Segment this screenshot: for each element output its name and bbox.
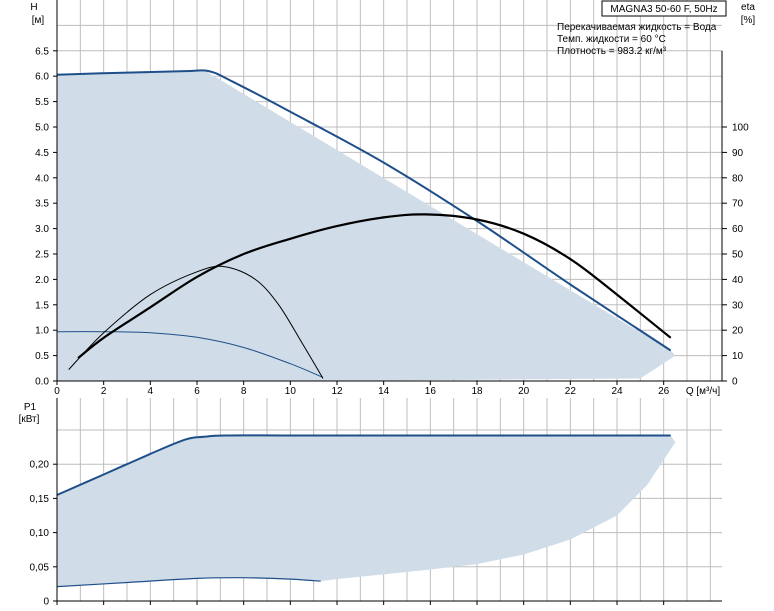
x-axis-label: Q [м³/ч] (686, 386, 721, 397)
x-tick-label: 18 (471, 386, 483, 397)
y2-tick-label: 30 (732, 300, 744, 311)
x-tick-label: 6 (194, 386, 200, 397)
chart-title: MAGNA3 50-60 F, 50Hz (610, 4, 717, 15)
chart-title-box (601, 0, 727, 17)
y-axis-unit-h: [м] (32, 15, 45, 26)
x-tick-label: 20 (518, 386, 530, 397)
y2-tick-label: 60 (732, 224, 744, 235)
duty-head-curve (77, 213, 672, 359)
head-chart-series (56, 69, 672, 379)
x-tick-label: 12 (331, 386, 343, 397)
head-operating-area (57, 70, 676, 381)
y-tick-label: 4.0 (35, 173, 49, 184)
y2-tick-label: 100 (732, 123, 749, 134)
power-chart-series (56, 434, 671, 588)
y2-tick-label: 40 (732, 275, 744, 286)
x-tick-label: 26 (658, 386, 670, 397)
y-tick-label: 0,05 (30, 562, 50, 573)
y2-tick-label: 20 (732, 326, 744, 337)
y-tick-label: 4.5 (35, 148, 49, 159)
y2-tick-label: 90 (732, 148, 744, 159)
min-power-curve (56, 577, 321, 588)
y-tick-label: 0,15 (30, 494, 50, 505)
y-tick-label: 5.5 (35, 97, 49, 108)
min-head-curve (56, 331, 324, 378)
efficiency-curve (68, 265, 324, 379)
y2-tick-label: 0 (732, 377, 738, 388)
head-chart-axes (56, 0, 723, 382)
x-tick-label: 14 (378, 386, 390, 397)
y-tick-label: 0.0 (35, 377, 49, 388)
info-fluid: Перекачиваемая жидкость = Вода (557, 22, 717, 33)
y2-tick-label: 70 (732, 199, 744, 210)
y-tick-label: 6.5 (35, 46, 49, 57)
y-tick-label: 3.0 (35, 224, 49, 235)
y-tick-label: 2.5 (35, 250, 49, 261)
y-tick-label: 3.5 (35, 199, 49, 210)
x-tick-label: 0 (54, 386, 60, 397)
y2-axis-unit-eta: [%] (741, 15, 756, 26)
x-tick-label: 8 (241, 386, 247, 397)
y2-tick-label: 80 (732, 173, 744, 184)
max-head-curve (56, 69, 672, 352)
y-tick-label: 2.0 (35, 275, 49, 286)
x-tick-label: 4 (148, 386, 154, 397)
y-axis-label-h: H (30, 2, 37, 13)
y-tick-label: 1.0 (35, 326, 49, 337)
y2-tick-label: 50 (732, 250, 744, 261)
y-axis-label-p1: P1 (24, 402, 37, 413)
y-tick-label: 5.0 (35, 123, 49, 134)
y-axis-unit-p1: [кВт] (19, 414, 40, 425)
x-tick-label: 16 (425, 386, 437, 397)
max-power-curve (56, 434, 671, 496)
info-density: Плотность = 983.2 кг/м³ (557, 46, 667, 57)
y-tick-label: 0 (43, 597, 49, 608)
y-tick-label: 0,10 (30, 528, 50, 539)
y-tick-label: 0,20 (30, 460, 50, 471)
x-tick-label: 10 (285, 386, 297, 397)
power-chart-tick-labels: 0 0,05 0,10 0,15 0,20 (30, 460, 57, 608)
x-tick-label: 24 (611, 386, 623, 397)
y2-axis-label-eta: eta (741, 2, 755, 13)
head-operating-range-area (57, 70, 676, 381)
y-tick-label: 6.0 (35, 72, 49, 83)
y2-tick-label: 10 (732, 351, 744, 362)
y-tick-label: 0.5 (35, 351, 49, 362)
info-temperature: Темп. жидкости = 60 °C (557, 34, 666, 45)
head-chart-tick-labels: 0 2 4 6 8 10 12 14 16 18 20 22 24 260.00.51.01.52.02.… (35, 46, 749, 397)
x-tick-label: 22 (565, 386, 577, 397)
x-tick-label: 2 (101, 386, 107, 397)
power-operating-area (57, 435, 676, 587)
power-operating-range-area (57, 435, 676, 587)
y-tick-label: 1.5 (35, 300, 49, 311)
